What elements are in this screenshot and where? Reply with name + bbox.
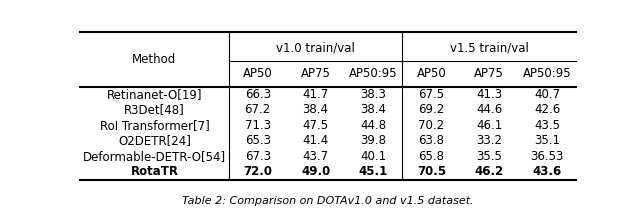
Text: RotaTR: RotaTR xyxy=(131,165,179,178)
Text: RoI Transformer[7]: RoI Transformer[7] xyxy=(100,119,209,132)
Text: 46.1: 46.1 xyxy=(476,119,502,132)
Text: 46.2: 46.2 xyxy=(475,165,504,178)
Text: 65.8: 65.8 xyxy=(419,150,444,163)
Text: 63.8: 63.8 xyxy=(419,134,444,147)
Text: 35.5: 35.5 xyxy=(476,150,502,163)
Text: 41.4: 41.4 xyxy=(303,134,329,147)
Text: 44.8: 44.8 xyxy=(360,119,387,132)
Text: 41.7: 41.7 xyxy=(303,88,329,101)
Text: 67.5: 67.5 xyxy=(419,88,444,101)
Text: 66.3: 66.3 xyxy=(244,88,271,101)
Text: v1.5 train/val: v1.5 train/val xyxy=(450,42,529,55)
Text: AP50: AP50 xyxy=(417,67,446,80)
Text: 36.53: 36.53 xyxy=(531,150,564,163)
Text: AP50: AP50 xyxy=(243,67,273,80)
Text: 70.5: 70.5 xyxy=(417,165,446,178)
Text: 71.3: 71.3 xyxy=(244,119,271,132)
Text: 38.3: 38.3 xyxy=(360,88,387,101)
Text: 65.3: 65.3 xyxy=(244,134,271,147)
Text: Table 2: Comparison on DOTAv1.0 and v1.5 dataset.: Table 2: Comparison on DOTAv1.0 and v1.5… xyxy=(182,196,474,206)
Text: 43.7: 43.7 xyxy=(303,150,329,163)
Text: 35.1: 35.1 xyxy=(534,134,560,147)
Text: O2DETR[24]: O2DETR[24] xyxy=(118,134,191,147)
Text: R3Det[48]: R3Det[48] xyxy=(124,103,185,116)
Text: 47.5: 47.5 xyxy=(303,119,329,132)
Text: 44.6: 44.6 xyxy=(476,103,502,116)
Text: AP50:95: AP50:95 xyxy=(523,67,572,80)
Text: 40.7: 40.7 xyxy=(534,88,560,101)
Text: 69.2: 69.2 xyxy=(418,103,444,116)
Text: Method: Method xyxy=(132,53,177,66)
Text: 67.3: 67.3 xyxy=(244,150,271,163)
Text: 38.4: 38.4 xyxy=(360,103,387,116)
Text: 72.0: 72.0 xyxy=(243,165,272,178)
Text: 41.3: 41.3 xyxy=(476,88,502,101)
Text: 33.2: 33.2 xyxy=(476,134,502,147)
Text: Deformable-DETR-O[54]: Deformable-DETR-O[54] xyxy=(83,150,226,163)
Text: 40.1: 40.1 xyxy=(360,150,387,163)
Text: 49.0: 49.0 xyxy=(301,165,330,178)
Text: v1.0 train/val: v1.0 train/val xyxy=(276,42,355,55)
Text: Retinanet-O[19]: Retinanet-O[19] xyxy=(107,88,202,101)
Text: 43.5: 43.5 xyxy=(534,119,560,132)
Text: 38.4: 38.4 xyxy=(303,103,328,116)
Text: 43.6: 43.6 xyxy=(532,165,562,178)
Text: 70.2: 70.2 xyxy=(419,119,444,132)
Text: 42.6: 42.6 xyxy=(534,103,560,116)
Text: 45.1: 45.1 xyxy=(359,165,388,178)
Text: AP75: AP75 xyxy=(474,67,504,80)
Text: AP75: AP75 xyxy=(301,67,330,80)
Text: 39.8: 39.8 xyxy=(360,134,387,147)
Text: 67.2: 67.2 xyxy=(244,103,271,116)
Text: AP50:95: AP50:95 xyxy=(349,67,398,80)
